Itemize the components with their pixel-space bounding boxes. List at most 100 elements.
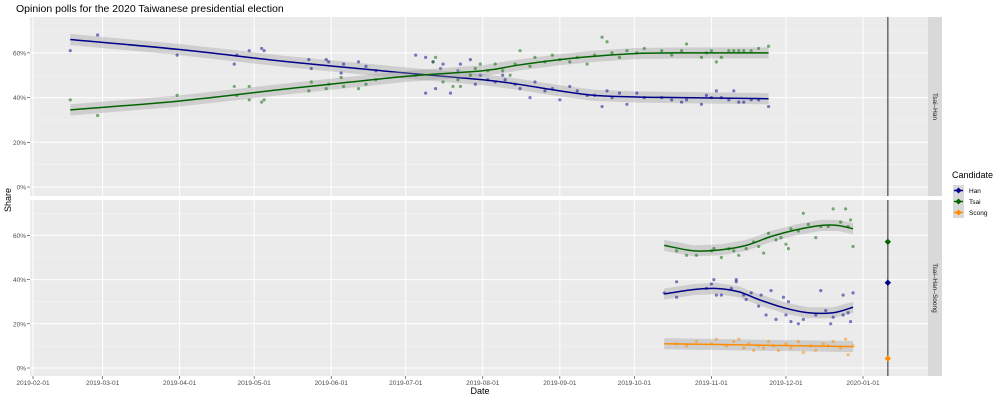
poll-point-tsai <box>342 84 346 89</box>
smooth-line-tsai <box>70 52 769 111</box>
poll-point-tsai <box>478 62 482 66</box>
poll-point-han <box>501 73 505 77</box>
poll-point-han <box>781 295 786 299</box>
x-tick-label: 2019-08-01 <box>466 380 500 387</box>
poll-point-scong <box>761 346 766 350</box>
legend-label-scong: Scong <box>969 210 988 217</box>
poll-point-han <box>605 89 609 93</box>
poll-point-tsai <box>528 64 532 68</box>
poll-point-han <box>424 55 428 59</box>
poll-point-tsai <box>433 55 438 59</box>
poll-point-han <box>848 319 853 324</box>
poll-point-tsai <box>675 249 679 253</box>
poll-point-tsai <box>814 236 818 240</box>
strip <box>928 200 942 376</box>
y-axis-label: Share <box>3 188 13 212</box>
legend-key-tsai <box>953 196 964 207</box>
x-tick-label: 2019-11-01 <box>695 380 728 387</box>
poll-point-han <box>503 78 507 82</box>
legend-marker <box>955 198 962 205</box>
poll-point-han <box>558 98 562 102</box>
x-tick-label: 2020-01-01 <box>846 380 880 387</box>
y-tick-label: 0% <box>17 185 27 192</box>
poll-point-han <box>732 89 736 93</box>
x-tick-label: 2019-05-01 <box>238 380 272 387</box>
poll-point-han <box>260 46 264 51</box>
poll-point-tsai <box>737 49 741 53</box>
x-tick-label: 2019-09-01 <box>543 380 577 387</box>
poll-point-han <box>528 96 532 100</box>
poll-point-han <box>764 313 768 317</box>
poll-point-scong <box>821 342 825 346</box>
poll-point-han <box>448 91 453 95</box>
poll-point-han <box>307 58 311 62</box>
poll-point-tsai <box>456 78 460 82</box>
poll-point-tsai <box>660 49 664 53</box>
poll-point-tsai <box>96 113 100 118</box>
poll-point-han <box>742 100 746 104</box>
poll-point-han <box>670 98 674 102</box>
poll-point-tsai <box>68 98 72 102</box>
poll-point-han <box>364 64 368 68</box>
legend-key-han <box>953 185 964 196</box>
poll-point-han <box>814 313 818 317</box>
poll-point-tsai <box>642 46 646 51</box>
poll-point-han <box>749 291 753 295</box>
poll-point-tsai <box>719 255 723 260</box>
poll-point-tsai <box>605 40 609 44</box>
poll-point-tsai <box>709 49 714 53</box>
x-tick-label: 2019-07-01 <box>389 380 423 387</box>
x-axis: 2019-02-01 2019-03-01 2019-04-01 2019-05-01… <box>16 376 880 387</box>
poll-point-tsai <box>501 69 505 73</box>
poll-point-tsai <box>699 55 704 59</box>
poll-point-scong <box>694 339 699 344</box>
legend-marker <box>955 209 962 216</box>
poll-point-scong <box>776 348 781 352</box>
poll-point-han <box>356 60 361 64</box>
poll-point-han <box>458 62 463 66</box>
poll-point-han <box>568 84 572 89</box>
poll-point-tsai <box>610 51 614 55</box>
panel-1: 0% 20% 40% 60% Tsai–Han <box>13 17 942 196</box>
legend-label-han: Han <box>969 188 981 195</box>
poll-point-scong <box>814 348 818 352</box>
poll-point-tsai <box>732 49 736 53</box>
poll-point-han <box>727 98 731 102</box>
poll-point-han <box>774 317 778 321</box>
poll-point-han <box>675 280 679 284</box>
poll-point-tsai <box>307 89 311 93</box>
strip-label: Tsai–Han–Soong <box>931 263 938 313</box>
legend-key-scong <box>953 207 964 218</box>
y-tick-label: 0% <box>17 366 27 373</box>
poll-point-han <box>801 317 805 321</box>
poll-point-tsai <box>247 98 251 102</box>
poll-point-han <box>744 297 748 302</box>
poll-point-tsai <box>679 49 684 53</box>
poll-point-han <box>679 100 684 104</box>
poll-point-han <box>635 91 639 95</box>
poll-point-tsai <box>441 80 445 84</box>
poll-point-tsai <box>550 53 554 57</box>
poll-point-han <box>324 58 328 62</box>
poll-point-han <box>841 293 845 297</box>
y-tick-label: 60% <box>13 233 26 240</box>
poll-point-han <box>796 322 800 326</box>
panel-2: 0% 20% 40% 60% Tsai–Han–Soong <box>13 200 942 376</box>
poll-point-tsai <box>684 253 689 257</box>
poll-point-han <box>327 60 331 64</box>
poll-point-han <box>575 89 579 93</box>
poll-point-tsai <box>324 87 328 91</box>
poll-point-han <box>468 58 472 62</box>
strip <box>928 17 942 196</box>
poll-point-scong <box>684 344 689 348</box>
poll-point-han <box>342 62 346 66</box>
poll-point-tsai <box>784 242 788 246</box>
smooth-line-scong <box>664 342 854 348</box>
poll-point-tsai <box>744 247 748 251</box>
x-tick-label: 2019-04-01 <box>163 380 197 387</box>
x-tick-label: 2019-10-01 <box>618 380 652 387</box>
poll-point-han <box>339 71 343 75</box>
poll-point-han <box>533 80 537 84</box>
poll-point-tsai <box>493 62 497 66</box>
